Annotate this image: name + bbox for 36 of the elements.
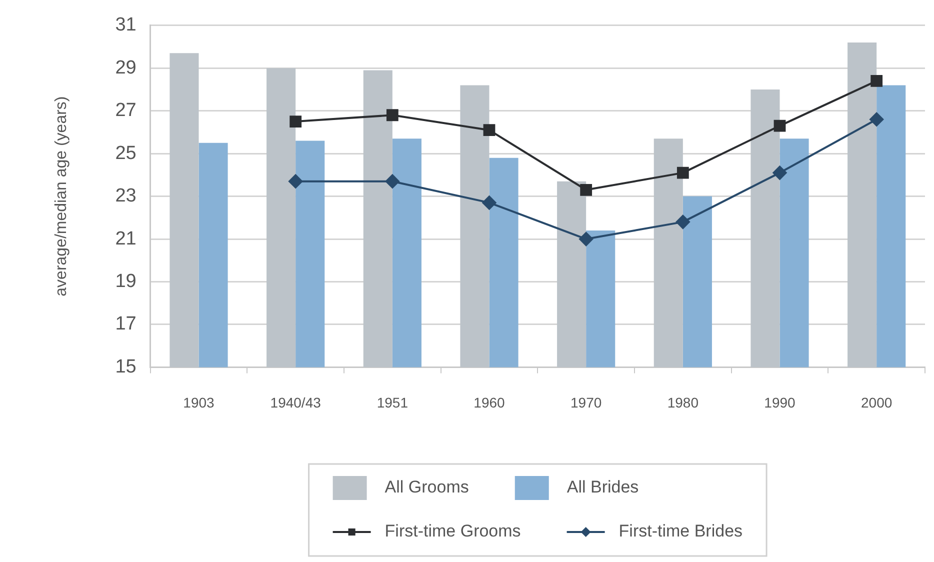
legend-label: First-time Brides (618, 522, 743, 541)
point (676, 214, 690, 229)
y-tick-label: 29 (115, 57, 136, 78)
x-tick-label: 1970 (570, 394, 602, 410)
legend-label: All Grooms (384, 478, 469, 497)
y-tick-label: 15 (115, 356, 136, 378)
y-tick-label: 19 (115, 270, 136, 292)
x-tick-label: 1940/43 (270, 394, 322, 410)
x-tick-label: 1990 (764, 394, 796, 410)
point (288, 174, 303, 188)
point (772, 166, 787, 180)
point (580, 184, 592, 196)
point (386, 109, 398, 122)
x-tick-label: 1903 (183, 394, 215, 410)
y-tick-label: 17 (115, 314, 136, 335)
y-tick-label: 31 (115, 14, 136, 36)
y-axis-title: average/median age (years) (53, 96, 70, 296)
point (774, 120, 786, 132)
x-tick-label: 2000 (861, 394, 892, 410)
point (385, 174, 400, 188)
point (482, 196, 496, 210)
legend-label: All Brides (566, 478, 639, 497)
point (290, 116, 302, 128)
point (870, 112, 884, 126)
point (579, 232, 594, 246)
y-tick-label: 23 (115, 186, 136, 207)
x-tick-label: 1951 (376, 394, 408, 410)
legend-label: First-time Grooms (384, 522, 521, 541)
x-tick-label: 1980 (667, 394, 699, 410)
y-tick-label: 25 (115, 142, 136, 164)
y-tick-label: 27 (115, 100, 136, 122)
point (870, 74, 883, 87)
y-tick-label: 21 (115, 228, 136, 250)
x-tick-label: 1960 (474, 394, 506, 410)
point (676, 166, 689, 179)
point (483, 124, 496, 136)
